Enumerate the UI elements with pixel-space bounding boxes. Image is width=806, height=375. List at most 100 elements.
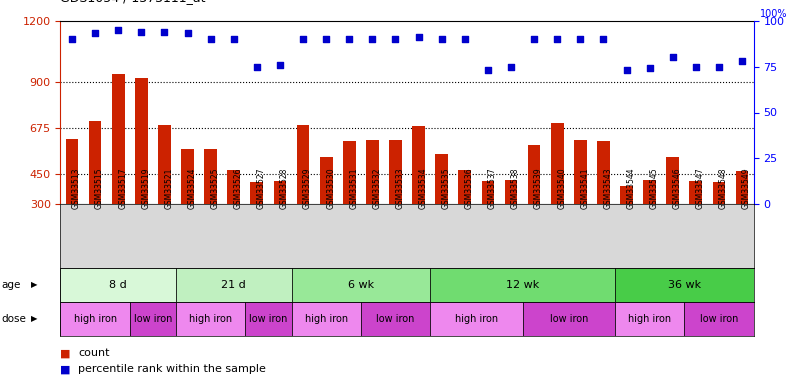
Bar: [389, 140, 402, 204]
Point: [550, 36, 563, 42]
Point: [689, 63, 702, 70]
Point: [643, 65, 656, 71]
Bar: [130, 302, 176, 336]
Point: [65, 36, 78, 42]
Point: [620, 67, 633, 73]
Bar: [343, 141, 355, 204]
Bar: [176, 268, 292, 302]
Point: [459, 36, 472, 42]
Point: [435, 36, 448, 42]
Point: [574, 36, 587, 42]
Point: [158, 28, 171, 34]
Text: GSM33528: GSM33528: [280, 168, 289, 210]
Bar: [89, 121, 102, 204]
Text: GSM33549: GSM33549: [742, 168, 751, 210]
Bar: [615, 302, 684, 336]
Bar: [292, 268, 430, 302]
Text: ■: ■: [60, 348, 71, 358]
Text: GSM33537: GSM33537: [488, 168, 496, 210]
Text: count: count: [78, 348, 110, 358]
Bar: [689, 181, 702, 204]
Bar: [181, 149, 194, 204]
Text: GSM33536: GSM33536: [465, 168, 474, 210]
Text: GSM33548: GSM33548: [719, 168, 728, 210]
Bar: [615, 268, 754, 302]
Text: GSM33531: GSM33531: [349, 168, 358, 210]
Point: [112, 27, 125, 33]
Bar: [361, 302, 430, 336]
Text: GSM33547: GSM33547: [696, 168, 704, 210]
Text: low iron: low iron: [550, 314, 588, 324]
Point: [227, 36, 240, 42]
Bar: [528, 145, 541, 204]
Bar: [597, 141, 610, 204]
Text: high iron: high iron: [73, 314, 117, 324]
Bar: [667, 158, 679, 204]
Text: high iron: high iron: [305, 314, 347, 324]
Text: GSM33539: GSM33539: [534, 168, 543, 210]
Text: GSM33525: GSM33525: [210, 168, 219, 210]
Text: 6 wk: 6 wk: [347, 280, 374, 290]
Text: GSM33530: GSM33530: [326, 168, 335, 210]
Point: [736, 58, 749, 64]
Text: GSM33534: GSM33534: [418, 168, 427, 210]
Point: [713, 63, 725, 70]
Text: low iron: low iron: [249, 314, 288, 324]
Bar: [60, 302, 130, 336]
Bar: [297, 125, 310, 204]
Text: dose: dose: [2, 314, 27, 324]
Text: GSM33524: GSM33524: [188, 168, 197, 210]
Bar: [522, 302, 615, 336]
Bar: [251, 182, 264, 204]
Bar: [273, 181, 286, 204]
Text: high iron: high iron: [455, 314, 498, 324]
Point: [505, 63, 517, 70]
Bar: [550, 123, 563, 204]
Text: 12 wk: 12 wk: [506, 280, 539, 290]
Text: GSM33546: GSM33546: [673, 168, 682, 210]
Bar: [643, 180, 656, 204]
Bar: [430, 302, 522, 336]
Text: GSM33533: GSM33533: [396, 168, 405, 210]
Bar: [60, 268, 176, 302]
Text: GSM33538: GSM33538: [511, 168, 520, 210]
Text: ■: ■: [60, 364, 71, 374]
Point: [89, 30, 102, 36]
Text: ▶: ▶: [31, 314, 37, 323]
Text: GSM33517: GSM33517: [118, 168, 127, 210]
Point: [297, 36, 310, 42]
Text: GSM33529: GSM33529: [303, 168, 312, 210]
Bar: [366, 140, 379, 204]
Text: GSM33535: GSM33535: [442, 168, 451, 210]
Point: [412, 34, 425, 40]
Text: GSM33521: GSM33521: [164, 168, 173, 210]
Text: GSM33543: GSM33543: [604, 168, 613, 210]
Point: [389, 36, 402, 42]
Bar: [736, 171, 749, 204]
Text: low iron: low iron: [700, 314, 738, 324]
Text: age: age: [2, 280, 21, 290]
Text: GSM33526: GSM33526: [234, 168, 243, 210]
Point: [597, 36, 610, 42]
Text: high iron: high iron: [628, 314, 671, 324]
Text: low iron: low iron: [134, 314, 172, 324]
Text: GSM33540: GSM33540: [557, 168, 566, 210]
Text: GDS1054 / 1373111_at: GDS1054 / 1373111_at: [60, 0, 206, 4]
Point: [667, 54, 679, 60]
Bar: [574, 140, 587, 204]
Bar: [620, 186, 633, 204]
Bar: [684, 302, 754, 336]
Text: low iron: low iron: [376, 314, 414, 324]
Bar: [112, 74, 125, 204]
Text: 100%: 100%: [760, 9, 787, 19]
Text: GSM33515: GSM33515: [95, 168, 104, 210]
Bar: [292, 302, 361, 336]
Bar: [435, 154, 448, 204]
Bar: [505, 180, 517, 204]
Bar: [135, 78, 147, 204]
Text: percentile rank within the sample: percentile rank within the sample: [78, 364, 266, 374]
Bar: [320, 158, 333, 204]
Point: [528, 36, 541, 42]
Point: [251, 63, 264, 70]
Text: GSM33513: GSM33513: [72, 168, 81, 210]
